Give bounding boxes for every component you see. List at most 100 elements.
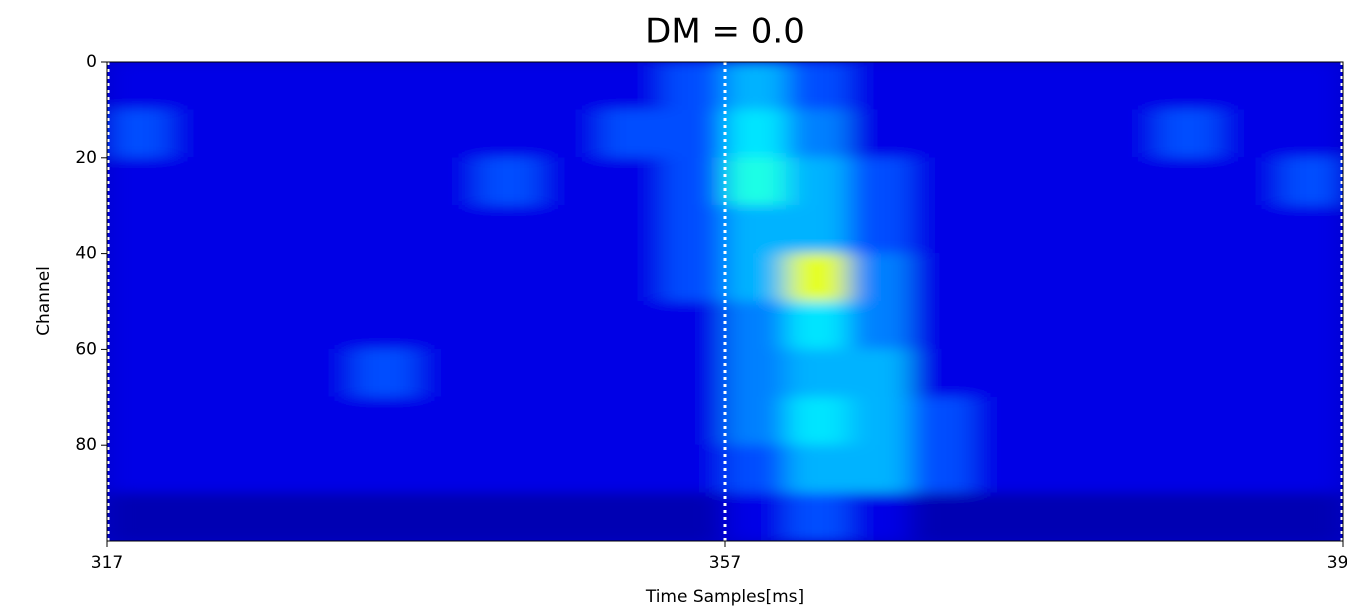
heat-cell <box>1033 396 1097 446</box>
heat-cell <box>724 157 788 207</box>
heat-cell <box>353 157 417 207</box>
heat-cell <box>539 253 602 302</box>
y-tick-label: 0 <box>86 52 97 72</box>
heat-cell <box>786 157 850 207</box>
heat-cell <box>786 301 850 350</box>
heat-cell <box>786 253 850 302</box>
y-axis-label: Channel <box>34 266 54 336</box>
heat-cell <box>415 253 479 302</box>
heat-cell <box>848 109 911 159</box>
heat-cell <box>600 205 664 255</box>
heat-cell <box>539 62 602 111</box>
heat-cell <box>230 492 293 541</box>
heat-cell <box>1218 109 1282 159</box>
heat-cell <box>1095 301 1159 350</box>
heat-cell <box>1280 444 1343 494</box>
heat-cell <box>909 109 973 159</box>
heat-cell <box>786 444 850 494</box>
heat-cell <box>1280 396 1343 446</box>
heat-cell <box>1157 62 1220 111</box>
heat-cell <box>600 301 664 350</box>
heat-cell <box>539 205 602 255</box>
heat-cell <box>1280 157 1343 207</box>
heat-cell <box>539 444 602 494</box>
heat-cell <box>168 253 232 302</box>
heat-cell <box>600 253 664 302</box>
heat-cell <box>1033 444 1097 494</box>
heat-cell <box>107 396 170 446</box>
heat-cell <box>107 205 170 255</box>
heat-cell <box>724 109 788 159</box>
heat-cell <box>353 205 417 255</box>
heat-cell <box>971 205 1035 255</box>
heat-cell <box>539 301 602 350</box>
y-tick-label: 80 <box>75 435 97 455</box>
heat-cell <box>291 205 355 255</box>
heat-cell <box>1218 253 1282 302</box>
y-tick-label: 20 <box>75 148 97 168</box>
heat-cell <box>107 253 170 302</box>
heat-cell <box>600 492 664 541</box>
heat-cell <box>291 109 355 159</box>
heat-cell <box>107 157 170 207</box>
y-tick-label: 60 <box>75 339 97 359</box>
heat-cell <box>848 301 911 350</box>
heat-cell <box>724 492 788 541</box>
heat-cell <box>291 301 355 350</box>
heat-cell <box>909 62 973 111</box>
heat-cell <box>600 444 664 494</box>
heat-cell <box>724 253 788 302</box>
heat-cell <box>415 157 479 207</box>
heat-cell <box>786 109 850 159</box>
heat-cell <box>1280 301 1343 350</box>
heat-cell <box>724 444 788 494</box>
heat-cell <box>971 444 1035 494</box>
heat-cell <box>848 205 911 255</box>
heat-cell <box>909 157 973 207</box>
heat-cell <box>539 348 602 398</box>
heat-cell <box>786 492 850 541</box>
heat-cell <box>724 348 788 398</box>
heat-cell <box>1033 348 1097 398</box>
heat-cell <box>786 62 850 111</box>
heat-cell <box>107 62 170 111</box>
heat-cell <box>971 301 1035 350</box>
heat-cell <box>1218 205 1282 255</box>
heat-cell <box>291 253 355 302</box>
heat-cell <box>1280 253 1343 302</box>
heatmap <box>107 62 1343 541</box>
heat-cell <box>291 396 355 446</box>
heat-cell <box>291 444 355 494</box>
heat-cell <box>1280 348 1343 398</box>
heat-cell <box>848 348 911 398</box>
heat-cell <box>1218 157 1282 207</box>
heat-cell <box>415 109 479 159</box>
x-axis-label: Time Samples[ms] <box>645 587 804 607</box>
heat-cell <box>786 348 850 398</box>
heat-cell <box>724 62 788 111</box>
heat-cell <box>353 444 417 494</box>
heat-cell <box>848 157 911 207</box>
heat-cell <box>107 348 170 398</box>
heat-cell <box>786 205 850 255</box>
heat-cell <box>1157 348 1220 398</box>
heat-cell <box>909 396 973 446</box>
heat-cell <box>1157 205 1220 255</box>
heat-cell <box>1218 444 1282 494</box>
heat-cell <box>1280 492 1343 541</box>
heat-cell <box>1033 253 1097 302</box>
heat-cell <box>1218 348 1282 398</box>
heat-cell <box>477 157 541 207</box>
heat-cell <box>1095 444 1159 494</box>
heat-cell <box>415 301 479 350</box>
heat-cell <box>168 157 232 207</box>
heat-cell <box>477 253 541 302</box>
heat-cell <box>662 109 726 159</box>
heat-cell <box>971 62 1035 111</box>
heat-cell <box>1095 157 1159 207</box>
heat-cell <box>662 253 726 302</box>
heat-cell <box>168 396 232 446</box>
heat-cell <box>848 253 911 302</box>
heat-cell <box>353 301 417 350</box>
